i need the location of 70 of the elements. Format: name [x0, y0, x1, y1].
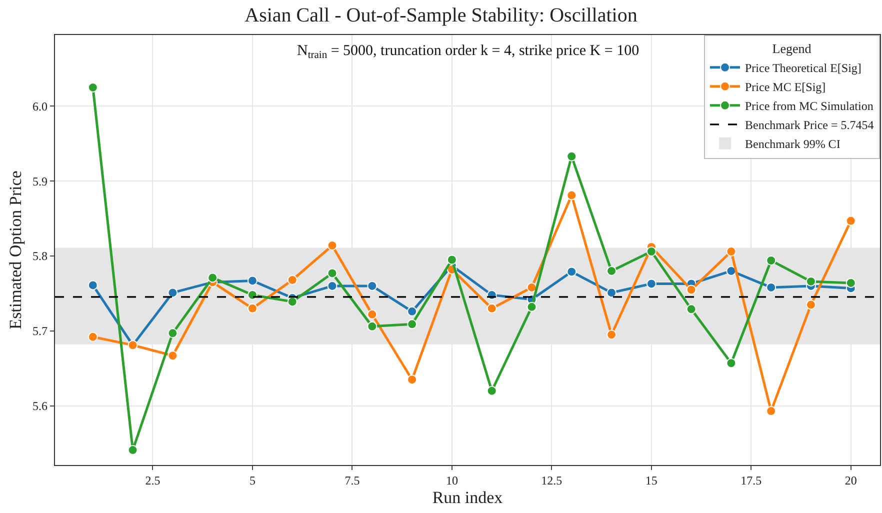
point [646, 278, 656, 289]
point [606, 288, 617, 298]
point [566, 151, 577, 162]
x-tick-label: 15 [645, 474, 658, 488]
point [566, 266, 577, 277]
point [766, 282, 776, 292]
x-tick-label: 7.5 [344, 474, 360, 488]
point [766, 255, 776, 266]
point [806, 276, 816, 286]
x-tick-label: 12.5 [541, 474, 562, 488]
legend-label: Benchmark 99% CI [745, 137, 840, 152]
point [486, 303, 497, 314]
point [327, 268, 338, 278]
chart-title: Asian Call - Out-of-Sample Stability: Oscillation [244, 4, 638, 27]
point [486, 386, 497, 396]
point [606, 330, 617, 340]
point [208, 272, 218, 283]
point [407, 319, 418, 330]
point [168, 328, 178, 338]
y-tick-label: 5.6 [32, 399, 48, 414]
point [88, 332, 98, 342]
point [327, 280, 338, 291]
point [168, 350, 178, 361]
point [287, 274, 298, 285]
point [726, 246, 736, 256]
point [327, 240, 338, 251]
point [446, 254, 457, 265]
x-tick-label: 17.5 [740, 474, 762, 488]
point [247, 303, 258, 314]
legend-label: Price Theoretical E[Sig] [745, 61, 862, 76]
point [846, 216, 856, 226]
legend-label: Price from MC Simulation [745, 99, 874, 114]
y-axis-title: Estimated Option Price [6, 170, 26, 330]
point [766, 406, 776, 416]
point [88, 280, 98, 290]
point [407, 374, 418, 385]
point [247, 276, 258, 286]
point [88, 82, 98, 92]
legend-label: Price MC E[Sig] [745, 80, 826, 94]
y-tick-label: 5.9 [32, 174, 48, 188]
x-tick-label: 2.5 [145, 474, 160, 488]
point [606, 266, 617, 276]
point [247, 290, 258, 300]
y-tick-label: 5.7 [32, 324, 48, 338]
point [846, 278, 856, 288]
legend-label: Benchmark Price = 5.7454 [745, 118, 874, 132]
point [407, 306, 418, 316]
point [526, 282, 537, 292]
y-tick-label: 5.8 [32, 249, 48, 264]
point [686, 284, 696, 295]
point [287, 296, 298, 307]
point [367, 309, 378, 320]
x-axis-title: Run index [432, 488, 504, 507]
point [128, 445, 138, 456]
x-tick-label: 10 [446, 474, 458, 488]
point [367, 280, 378, 291]
point [526, 302, 537, 312]
legend-title: Legend [772, 40, 812, 56]
point [367, 321, 378, 332]
x-tick-label: 20 [844, 474, 857, 488]
point [646, 246, 656, 256]
y-tick-label: 6.0 [32, 99, 48, 114]
point [806, 300, 816, 310]
point [168, 288, 178, 298]
point [566, 190, 577, 200]
annotation: N$_{train}$ = 5000, truncation order k = 4, strike price K = 100 [297, 43, 640, 62]
point [726, 358, 736, 368]
point [726, 266, 736, 276]
point [686, 304, 696, 314]
x-tick-label: 5 [249, 474, 256, 488]
